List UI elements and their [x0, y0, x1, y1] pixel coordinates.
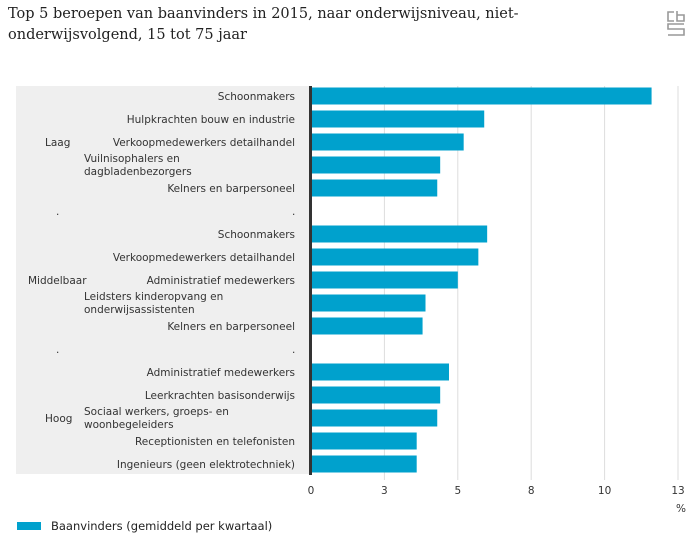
bar [311, 271, 458, 289]
group-separator: . [292, 344, 295, 356]
bar [311, 294, 426, 312]
category-label: Schoonmakers [218, 91, 295, 103]
category-label: dagbladenbezorgers [84, 166, 192, 178]
category-label: Vuilnisophalers en [84, 153, 180, 165]
bar [311, 133, 464, 151]
bar [311, 432, 417, 450]
category-label: Administratief medewerkers [147, 275, 295, 287]
category-label: Hulpkrachten bouw en industrie [127, 114, 295, 126]
chart-title: Top 5 beroepen van baanvinders in 2015, … [8, 6, 519, 43]
x-tick-label: 5 [454, 485, 461, 497]
group-separator: . [56, 344, 59, 356]
bar [311, 110, 485, 128]
group-label: Hoog [45, 413, 72, 425]
x-tick-label: 3 [381, 485, 388, 497]
cbs-logo-icon [667, 11, 685, 36]
bar [311, 225, 488, 243]
category-label: Administratief medewerkers [147, 367, 295, 379]
legend-swatch [17, 522, 41, 530]
bar [311, 409, 438, 427]
category-label: Kelners en barpersoneel [167, 183, 295, 195]
group-separator: . [292, 206, 295, 218]
legend-label: Baanvinders (gemiddeld per kwartaal) [51, 519, 273, 533]
bar [311, 386, 441, 404]
category-label: woonbegeleiders [84, 419, 174, 431]
category-label: Verkoopmedewerkers detailhandel [113, 137, 295, 149]
bar [311, 248, 479, 266]
category-label: Ingenieurs (geen elektrotechniek) [117, 459, 295, 471]
x-axis-unit: % [676, 503, 686, 515]
category-label: Receptionisten en telefonisten [135, 436, 295, 448]
y-axis-line [309, 86, 312, 475]
x-tick-label: 13 [671, 485, 684, 497]
category-label: onderwijsassistenten [84, 304, 195, 316]
category-label: Leerkrachten basisonderwijs [145, 390, 295, 402]
group-label: Laag [45, 137, 70, 149]
legend: Baanvinders (gemiddeld per kwartaal) [17, 519, 272, 533]
group-separator: . [56, 206, 59, 218]
category-label: Sociaal werkers, groeps- en [84, 406, 229, 418]
category-label: Kelners en barpersoneel [167, 321, 295, 333]
bar [311, 317, 423, 335]
bar [311, 363, 449, 381]
bar [311, 455, 417, 473]
category-label: Leidsters kinderopvang en [84, 291, 223, 303]
x-tick-label: 0 [308, 485, 315, 497]
x-tick-label: 8 [528, 485, 535, 497]
x-tick-label: 10 [598, 485, 611, 497]
category-panel [16, 86, 310, 474]
category-label: Schoonmakers [218, 229, 295, 241]
bar [311, 179, 438, 197]
category-label: Verkoopmedewerkers detailhandel [113, 252, 295, 264]
bar [311, 87, 652, 105]
bar [311, 156, 441, 174]
group-label: Middelbaar [28, 275, 87, 287]
